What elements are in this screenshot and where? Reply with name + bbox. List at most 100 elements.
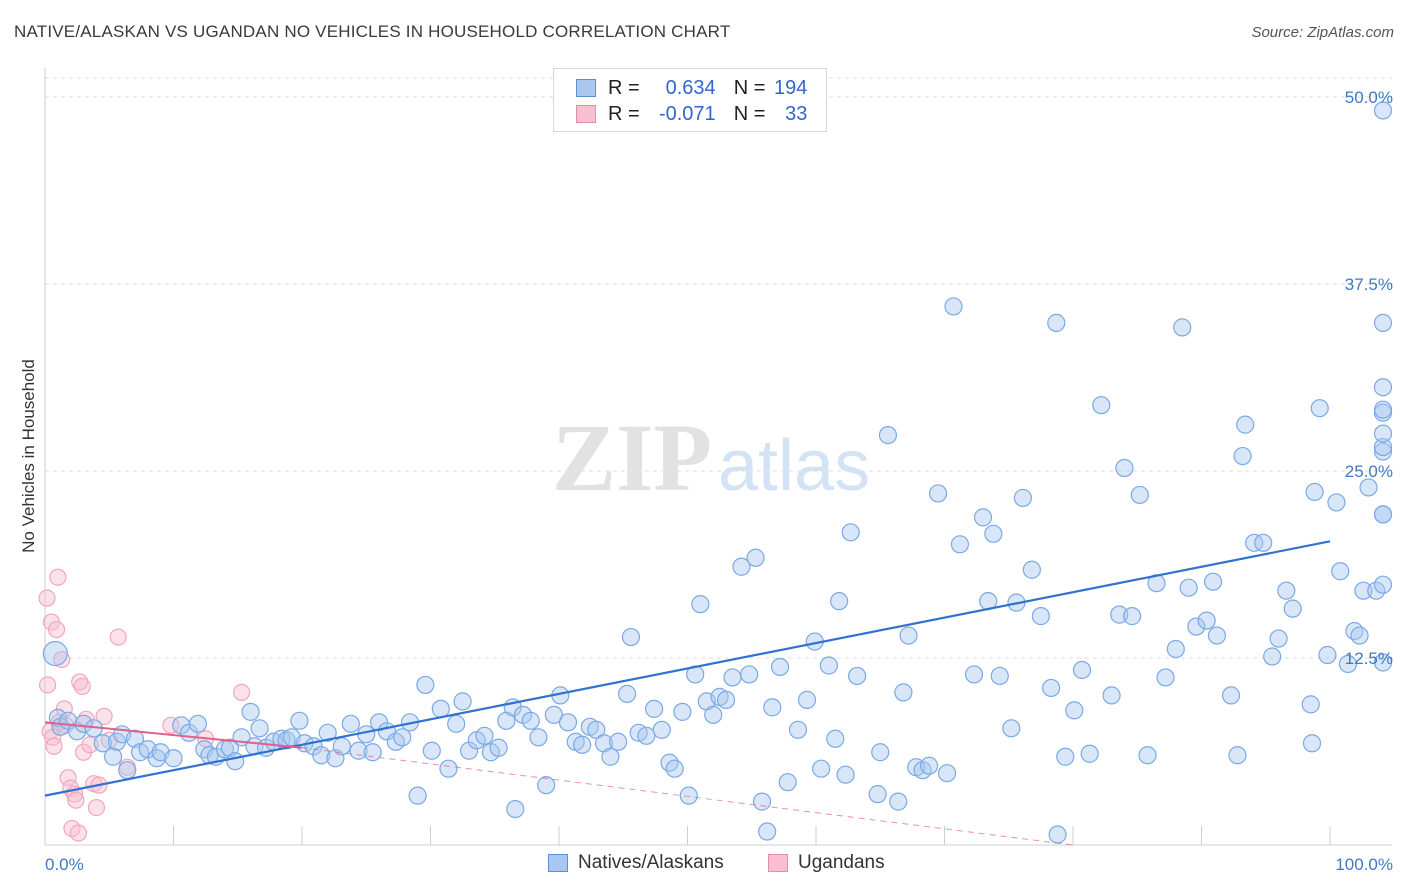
data-point-natives — [1056, 747, 1075, 766]
data-point-natives — [723, 668, 742, 687]
data-point-natives — [673, 702, 692, 721]
data-point-natives — [349, 741, 368, 760]
data-point-natives — [984, 524, 1003, 543]
data-point-natives — [644, 699, 664, 718]
y-tick-label: 37.5% — [1345, 275, 1393, 294]
data-point-natives — [1166, 639, 1185, 659]
data-point-natives — [868, 785, 887, 804]
data-point-natives — [1048, 825, 1067, 844]
data-point-natives — [836, 765, 855, 784]
data-point-natives — [431, 699, 450, 718]
data-point-natives — [1022, 560, 1041, 579]
source-label: Source: ZipAtlas.com — [1251, 24, 1394, 41]
data-point-natives — [1373, 313, 1393, 332]
trend-line-ugandans — [44, 721, 303, 749]
data-point-natives — [164, 749, 183, 768]
data-point-natives — [1233, 446, 1252, 466]
data-point-ugandans — [109, 628, 127, 646]
legend-r-value: -0.071 — [658, 102, 716, 125]
data-point-natives — [652, 720, 671, 739]
data-point-natives — [1373, 575, 1393, 594]
data-point-natives — [422, 741, 441, 760]
bottom-legend-label: Ugandans — [798, 852, 885, 873]
data-point-natives — [899, 626, 918, 645]
data-point-natives — [679, 786, 698, 805]
y-tick-label: 25.0% — [1345, 462, 1393, 481]
data-point-natives — [363, 743, 382, 762]
data-point-natives — [1373, 653, 1393, 672]
data-point-ugandans — [38, 676, 57, 694]
data-point-natives — [1042, 678, 1061, 698]
data-point-natives — [1179, 578, 1198, 597]
data-point-natives — [848, 666, 867, 686]
data-point-natives — [475, 726, 494, 745]
data-point-natives — [841, 523, 860, 542]
data-point-natives — [341, 714, 360, 733]
data-point-natives — [1130, 485, 1149, 505]
data-point-natives — [74, 714, 93, 733]
data-point-ugandans — [49, 568, 67, 586]
data-point-natives — [1327, 493, 1346, 512]
legend-n-value: 194 — [774, 76, 808, 99]
data-point-natives — [1197, 611, 1216, 630]
data-point-ugandans — [59, 769, 77, 787]
data-point-natives — [928, 484, 948, 503]
data-point-natives — [93, 734, 112, 753]
correlation-legend: R = 0.634 N = 194 R = -0.071 N = 33 — [553, 68, 827, 132]
data-point-natives — [1207, 626, 1227, 645]
data-point-natives — [788, 720, 808, 739]
data-point-natives — [665, 759, 684, 778]
data-point-natives — [1092, 396, 1111, 415]
watermark: ZIP atlas — [552, 404, 870, 511]
legend-row-ugandans: R = -0.071 N = 33 — [576, 101, 807, 127]
data-point-natives — [746, 548, 765, 567]
data-point-natives — [1269, 629, 1288, 648]
data-point-natives — [573, 735, 592, 754]
data-point-natives — [1072, 660, 1092, 680]
data-point-natives — [537, 776, 556, 795]
tick-labels: 12.5% 25.0% 37.5% 50.0% 0.0% 100.0% — [45, 88, 1393, 874]
data-point-natives — [453, 692, 472, 711]
data-point-ugandans — [73, 677, 91, 696]
data-point-natives — [944, 297, 963, 316]
data-point-natives — [1013, 488, 1032, 508]
legend-swatch-ugandans — [576, 105, 596, 123]
bottom-legend-label: Natives/Alaskans — [578, 852, 724, 873]
trend-line-natives — [44, 540, 1331, 797]
data-point-natives — [226, 752, 245, 771]
data-point-natives — [1203, 572, 1223, 591]
data-point-natives — [1373, 437, 1393, 457]
data-point-natives — [1331, 562, 1350, 581]
x-tick-label-min: 0.0% — [45, 855, 84, 874]
data-point-natives — [42, 640, 68, 667]
data-point-ugandans — [53, 650, 71, 669]
y-tick-label: 12.5% — [1345, 649, 1393, 668]
bottom-legend-ugandans: Ugandans — [768, 852, 885, 874]
data-point-natives — [819, 656, 838, 675]
data-point-natives — [529, 728, 548, 747]
data-point-natives — [691, 595, 710, 614]
data-point-natives — [740, 665, 759, 684]
data-point-natives — [1310, 399, 1329, 418]
data-point-natives — [1156, 668, 1175, 687]
data-point-natives — [290, 711, 309, 730]
data-point-natives — [1301, 695, 1320, 714]
data-point-natives — [1354, 581, 1373, 600]
data-point-natives — [318, 723, 337, 742]
data-point-natives — [964, 665, 984, 684]
data-point-natives — [1350, 626, 1369, 645]
data-point-natives — [489, 738, 508, 757]
data-point-natives — [1338, 654, 1358, 674]
data-point-natives — [889, 792, 908, 811]
data-point-natives — [1373, 400, 1393, 419]
watermark-zip: ZIP — [552, 404, 712, 511]
data-point-natives — [587, 720, 606, 739]
data-point-natives — [1373, 101, 1393, 120]
data-point-natives — [1263, 647, 1282, 666]
data-point-natives — [1236, 415, 1255, 434]
data-point-natives — [894, 683, 913, 702]
data-point-natives — [937, 764, 957, 783]
bottom-legend-natives: Natives/Alaskans — [548, 852, 724, 874]
x-tick-label-max: 100.0% — [1335, 855, 1393, 874]
data-point-natives — [1031, 607, 1050, 626]
